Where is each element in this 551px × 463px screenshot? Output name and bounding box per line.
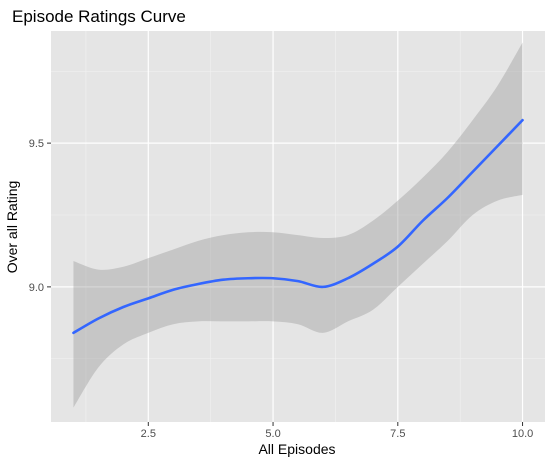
y-tick-label: 9.5: [29, 138, 44, 150]
major-gridlines: [51, 31, 545, 422]
y-axis: 9.0 9.5: [29, 138, 51, 294]
y-tick-label: 9.0: [29, 282, 44, 294]
minor-gridlines: [51, 31, 545, 422]
chart-title: Episode Ratings Curve: [12, 7, 186, 26]
confidence-band: [73, 42, 523, 408]
x-axis-title: All Episodes: [258, 441, 335, 457]
smooth-trend-line: [72, 118, 524, 335]
x-tick-label: 5.0: [265, 428, 280, 440]
x-tick-label: 10.0: [512, 428, 533, 440]
x-tick-label: 2.5: [141, 428, 156, 440]
plot-panel: [51, 31, 545, 422]
y-axis-title: Over all Rating: [4, 181, 20, 274]
x-axis: 2.5 5.0 7.5 10.0: [141, 422, 533, 440]
x-tick-label: 7.5: [390, 428, 405, 440]
